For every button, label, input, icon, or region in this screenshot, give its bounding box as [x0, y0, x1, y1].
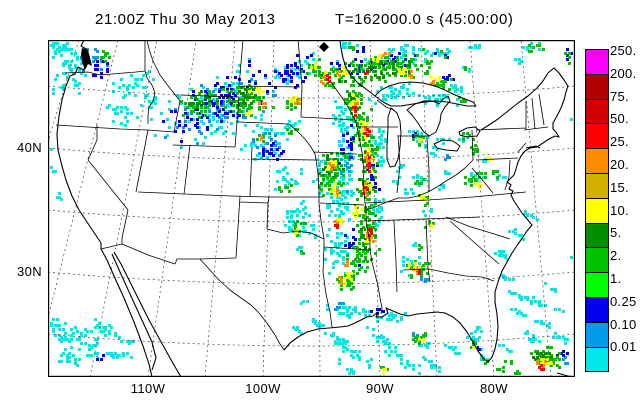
colorbar-box: [585, 346, 609, 373]
puget-sound-marker: [81, 48, 92, 70]
colorbar-box: [585, 73, 609, 100]
colorbar-tick-label: 0.25: [610, 293, 637, 309]
lake-of-the-woods-marker: [319, 42, 329, 52]
plot-title-datetime: 21:00Z Thu 30 May 2013: [95, 11, 276, 28]
lat-tick-label: 40N: [16, 140, 42, 155]
map-frame: [48, 40, 575, 377]
colorbar-tick-label: 0.10: [610, 316, 637, 332]
colorbar-box: [585, 321, 609, 348]
us-precipitation-map: [48, 40, 575, 377]
colorbar-tick-label: 25.: [610, 134, 629, 150]
colorbar-box: [585, 49, 609, 75]
colorbar-box: [585, 172, 609, 199]
colorbar-tick-label: 50.: [610, 111, 629, 127]
lon-tick-label: 90W: [366, 381, 394, 396]
colorbar-tick-label: 2.: [610, 248, 622, 264]
lon-tick-label: 80W: [480, 381, 508, 396]
colorbar-tick-label: 5.: [610, 225, 622, 241]
great-lakes: [374, 81, 481, 168]
lon-tick-label: 110W: [130, 381, 166, 396]
colorbar-tick-label: 200.: [610, 65, 637, 81]
colorbar-tick-label: 75.: [610, 88, 629, 104]
colorbar-tick-label: 0.01: [610, 339, 637, 355]
colorbar: [585, 49, 609, 373]
colorbar-tick-label: 20.: [610, 157, 629, 172]
lon-tick-label: 100W: [245, 381, 281, 396]
colorbar-tick-label: 15.: [610, 179, 629, 195]
colorbar-tick-label: 10.: [610, 202, 629, 218]
state-borders: [55, 40, 549, 351]
colorbar-box: [585, 123, 609, 150]
colorbar-box: [585, 197, 609, 224]
colorbar-box: [585, 98, 609, 125]
colorbar-box: [585, 296, 609, 323]
lat-tick-label: 30N: [16, 264, 42, 279]
plot-title-timestep: T=162000.0 s (45:00:00): [335, 11, 514, 28]
colorbar-box: [585, 247, 609, 274]
colorbar-box: [585, 222, 609, 249]
colorbar-box: [585, 272, 609, 298]
colorbar-box: [585, 148, 609, 174]
map-plot-area: [48, 40, 575, 377]
colorbar-tick-label: 250.: [610, 43, 637, 58]
colorbar-tick-label: 1.: [610, 271, 622, 286]
